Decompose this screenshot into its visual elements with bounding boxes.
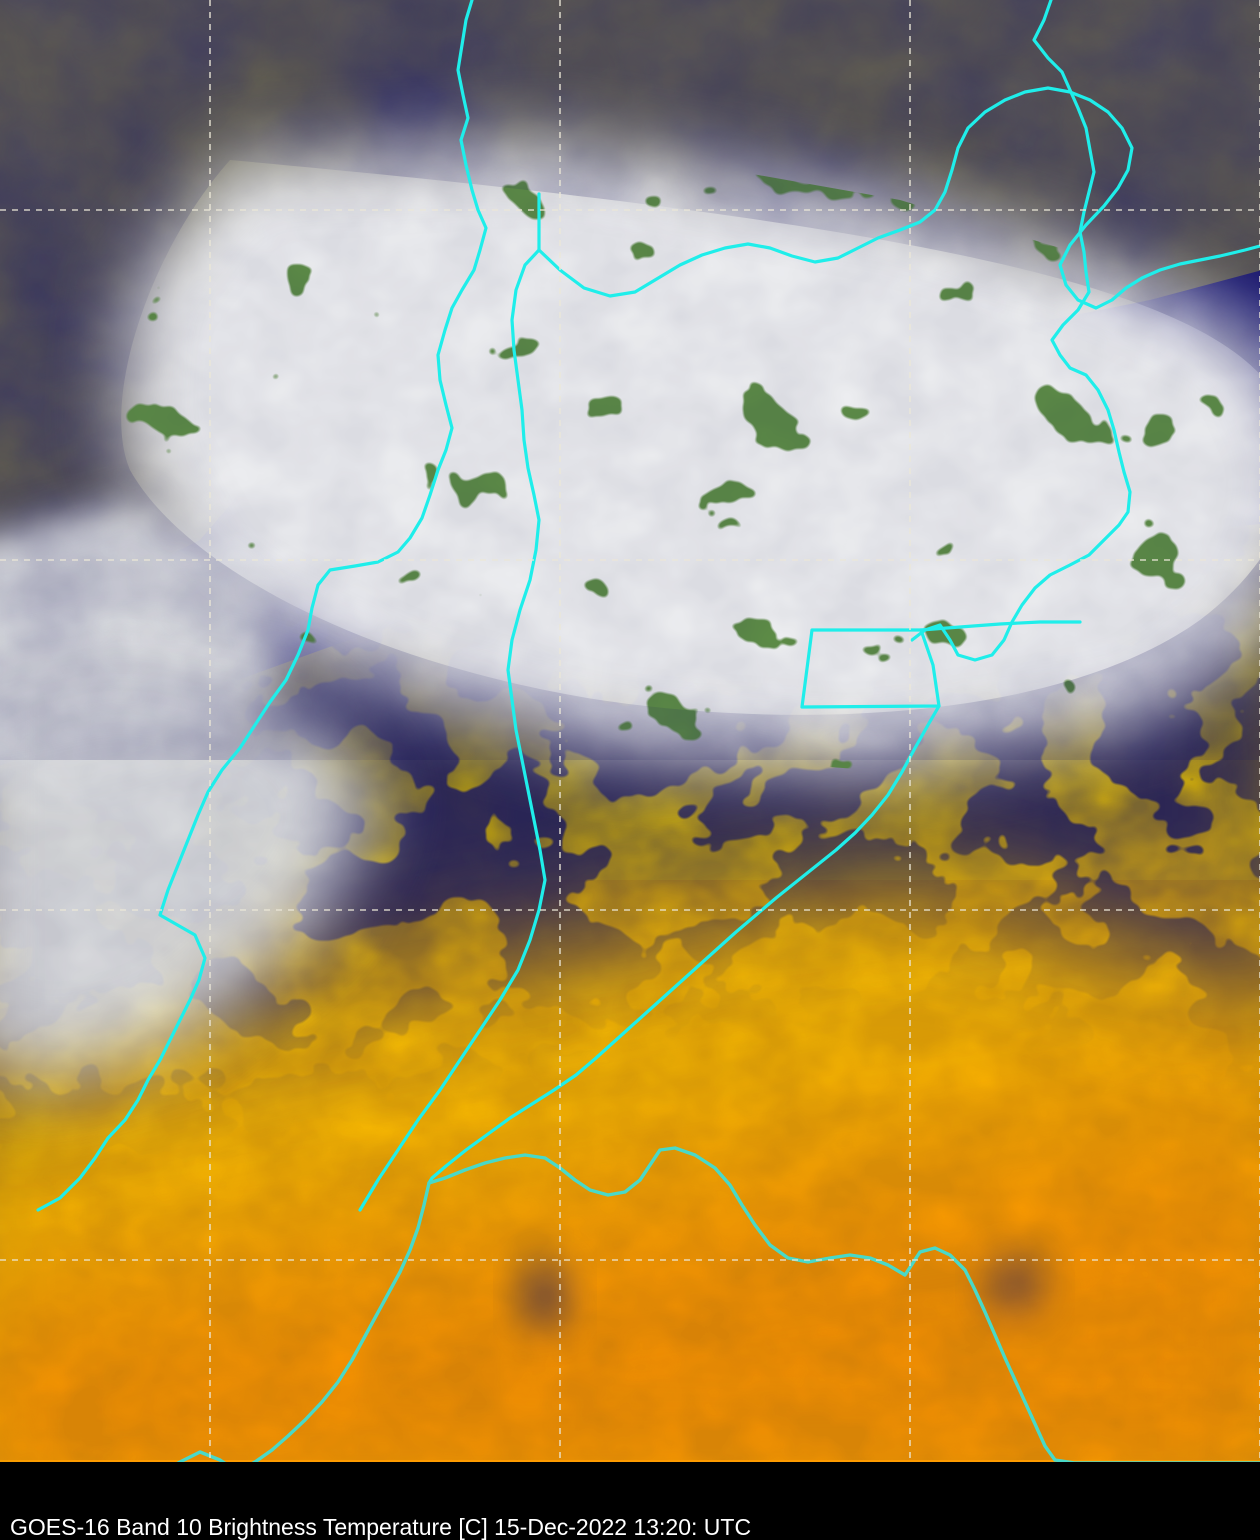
svg-text:GOES-16 Band 10 Brightness Te: GOES-16 Band 10 Brightness Temperature [… — [10, 1514, 751, 1540]
